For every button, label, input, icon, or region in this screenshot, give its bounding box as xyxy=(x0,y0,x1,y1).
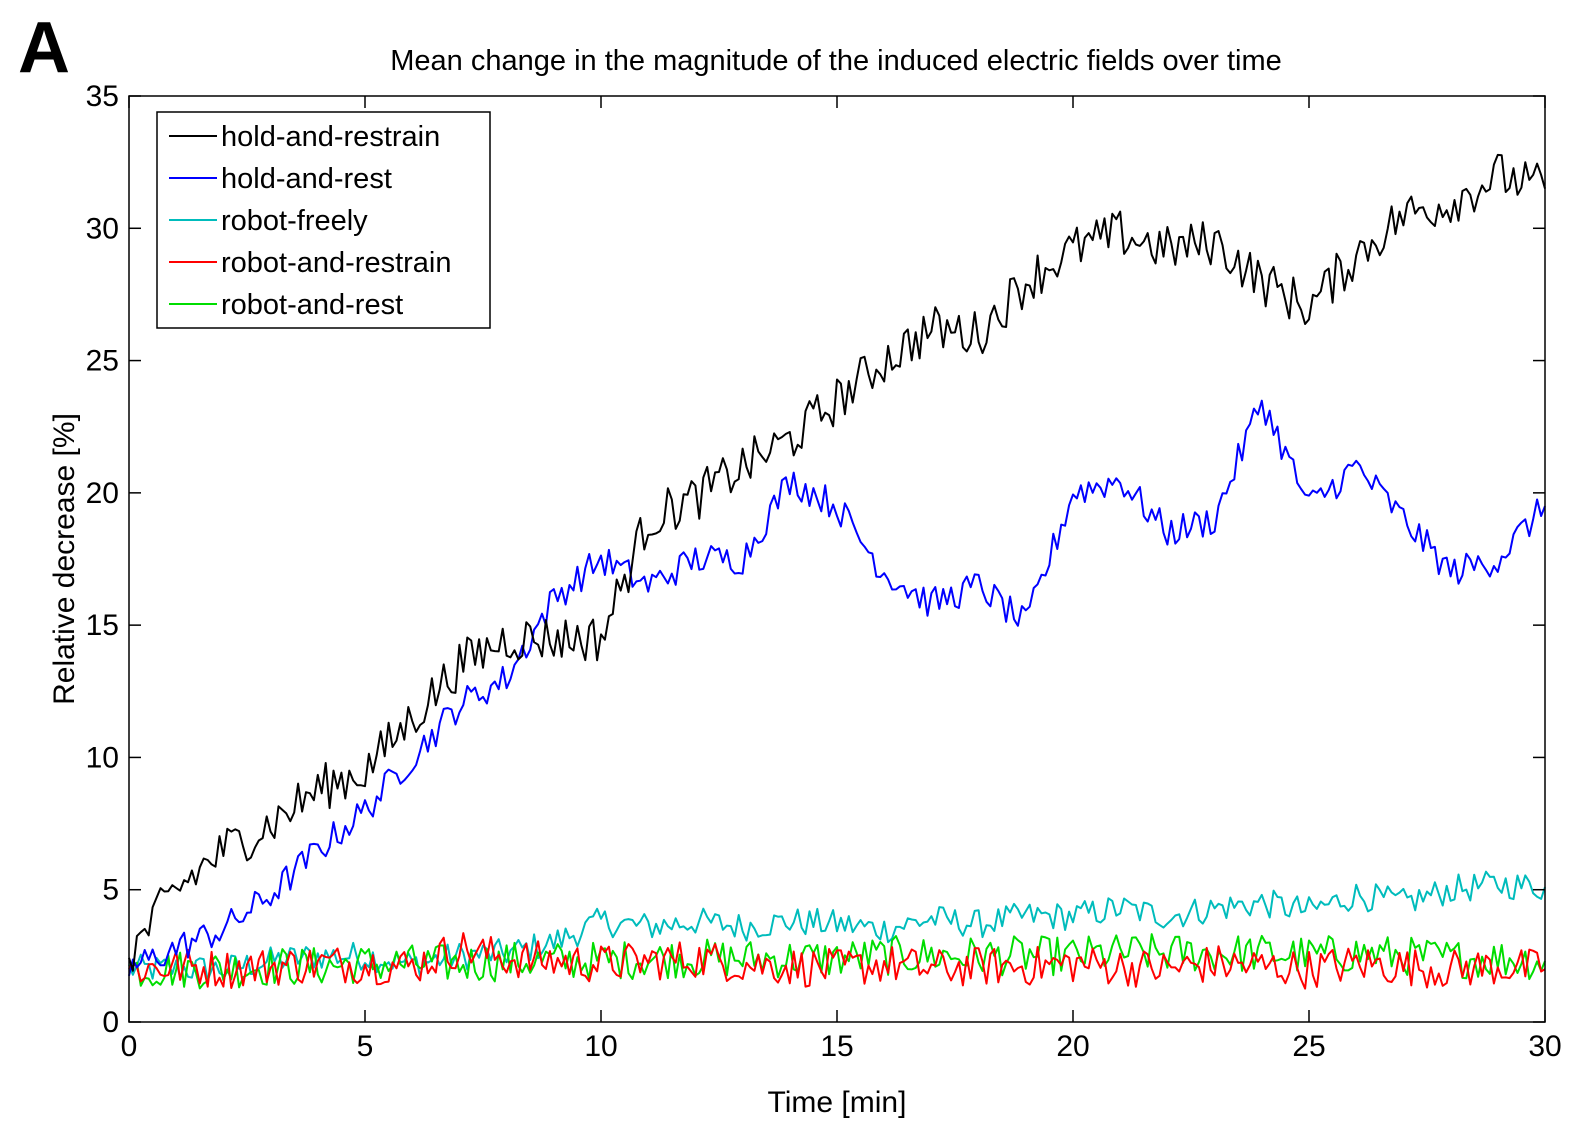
series-line-hold-and-restrain xyxy=(128,153,1546,972)
y-tick-label: 10 xyxy=(86,741,119,774)
y-tick-label: 30 xyxy=(86,212,119,245)
series-line-robot-and-rest xyxy=(128,933,1546,990)
x-tick-label: 25 xyxy=(1292,1030,1325,1063)
x-tick-label: 15 xyxy=(820,1030,853,1063)
y-tick-label: 35 xyxy=(86,80,119,113)
series-layer xyxy=(128,153,1546,990)
ticks-layer: 0 5 10 15 20 25 30 0 5 10 15 20 25 30 35 xyxy=(86,80,1562,1063)
series-line-hold-and-rest xyxy=(128,399,1546,977)
panel-label: A xyxy=(18,8,70,88)
legend-label: hold-and-rest xyxy=(221,163,392,195)
x-tick-label: 5 xyxy=(357,1030,374,1063)
y-tick-label: 15 xyxy=(86,609,119,642)
legend-label: robot-and-rest xyxy=(221,289,403,321)
x-tick-label: 30 xyxy=(1528,1030,1561,1063)
legend-label: hold-and-restrain xyxy=(221,121,440,153)
y-tick-label: 0 xyxy=(102,1006,119,1039)
x-tick-label: 0 xyxy=(121,1030,138,1063)
y-axis-label: Relative decrease [%] xyxy=(48,413,81,705)
legend-label: robot-and-restrain xyxy=(221,247,452,279)
series-line-robot-freely xyxy=(128,870,1546,982)
x-tick-label: 20 xyxy=(1056,1030,1089,1063)
x-tick-label: 10 xyxy=(584,1030,617,1063)
x-axis-label: Time [min] xyxy=(768,1086,907,1119)
y-tick-label: 25 xyxy=(86,345,119,378)
chart-title: Mean change in the magnitude of the indu… xyxy=(390,45,1281,77)
series-line-robot-and-restrain xyxy=(128,932,1546,990)
y-tick-label: 20 xyxy=(86,477,119,510)
y-tick-label: 5 xyxy=(102,874,119,907)
legend: hold-and-restrain hold-and-rest robot-free… xyxy=(156,111,491,329)
legend-label: robot-freely xyxy=(221,205,368,237)
